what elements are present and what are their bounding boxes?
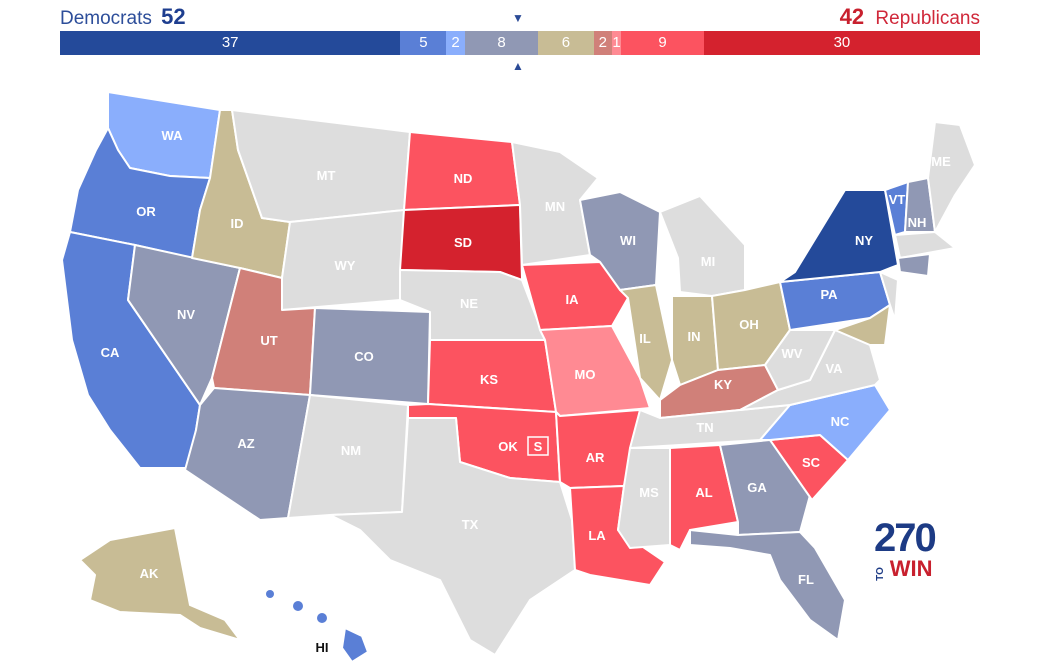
label-KS: KS xyxy=(480,372,498,387)
label-AR: AR xyxy=(586,450,605,465)
label-NE: NE xyxy=(460,296,478,311)
hawaii-island-2 xyxy=(293,601,303,611)
logo-number: 270 xyxy=(874,516,937,560)
label-VA: VA xyxy=(825,361,843,376)
bar-segment-safe-rep: 30 xyxy=(703,31,980,55)
state-WV[interactable] xyxy=(764,329,836,391)
republicans-header: 42 Republicans xyxy=(840,4,980,30)
state-MA[interactable] xyxy=(894,231,956,259)
label-MT: MT xyxy=(317,168,336,183)
majority-marker-top-icon: ▼ xyxy=(512,11,524,25)
label-TN: TN xyxy=(696,420,713,435)
majority-marker-bottom-icon: ▲ xyxy=(512,59,524,73)
bar-segment-tilt-rep: 2 xyxy=(593,31,612,55)
label-AZ: AZ xyxy=(237,436,254,451)
state-NJ[interactable] xyxy=(879,271,899,321)
hawaii-island-3 xyxy=(317,613,327,623)
bar-segment-leans-rep: 1 xyxy=(611,31,622,55)
label-SD: SD xyxy=(454,235,472,250)
state-ME[interactable] xyxy=(927,121,976,233)
label-NH: NH xyxy=(908,215,927,230)
seat-balance-bar: 37 5 2 8 6 2 1 9 30 xyxy=(60,31,980,55)
democrats-label: Democrats xyxy=(60,8,152,29)
label-NV: NV xyxy=(177,307,195,322)
label-ND: ND xyxy=(454,171,473,186)
label-IN: IN xyxy=(688,329,701,344)
state-WY[interactable] xyxy=(281,209,405,311)
label-WY: WY xyxy=(335,258,356,273)
label-MS: MS xyxy=(639,485,659,500)
democrats-header: Democrats 52 xyxy=(60,4,186,30)
state-FL[interactable] xyxy=(689,529,846,641)
hawaii-island-1 xyxy=(266,590,274,598)
bar-segment-safe-dem: 37 xyxy=(60,31,401,55)
state-MD[interactable] xyxy=(834,304,891,346)
label-IA: IA xyxy=(566,292,580,307)
state-HI[interactable] xyxy=(341,627,369,663)
label-OR: OR xyxy=(136,204,156,219)
state-MI[interactable] xyxy=(659,195,746,297)
label-WI: WI xyxy=(620,233,636,248)
logo-win-row: TO WIN xyxy=(874,558,944,585)
republicans-total: 42 xyxy=(839,4,865,29)
label-PA: PA xyxy=(820,287,838,302)
label-NC: NC xyxy=(831,414,850,429)
label-MN: MN xyxy=(545,199,565,214)
label-TX: TX xyxy=(462,517,479,532)
label-MI: MI xyxy=(701,254,715,269)
label-SC: SC xyxy=(802,455,821,470)
label-ID: ID xyxy=(231,216,244,231)
special-election-label: S xyxy=(534,439,543,454)
logo-to: TO xyxy=(874,567,886,581)
label-WA: WA xyxy=(162,128,184,143)
label-MO: MO xyxy=(575,367,596,382)
bar-segment-likely-dem: 5 xyxy=(400,31,447,55)
label-WV: WV xyxy=(782,346,803,361)
label-FL: FL xyxy=(798,572,814,587)
label-NY: NY xyxy=(855,233,873,248)
270towin-logo: 270 TO WIN xyxy=(874,518,944,585)
state-TX[interactable] xyxy=(329,417,576,656)
bar-segment-tilt-grey: 6 xyxy=(538,31,594,55)
state-MT[interactable] xyxy=(231,109,411,223)
label-OH: OH xyxy=(739,317,759,332)
label-NM: NM xyxy=(341,443,361,458)
logo-win: WIN xyxy=(889,556,933,581)
label-KY: KY xyxy=(714,377,732,392)
label-VT: VT xyxy=(889,192,906,207)
state-AK[interactable] xyxy=(79,527,241,641)
state-IA[interactable] xyxy=(521,261,629,331)
label-AL: AL xyxy=(695,485,712,500)
special-election-marker xyxy=(527,436,549,456)
label-IL: IL xyxy=(639,331,651,346)
bar-segment-tossup: 8 xyxy=(464,31,539,55)
label-ME: ME xyxy=(931,154,951,169)
label-CO: CO xyxy=(354,349,374,364)
democrats-total: 52 xyxy=(161,4,186,29)
label-CA: CA xyxy=(101,345,120,360)
label-HI: HI xyxy=(316,640,329,655)
bar-segment-likely-rep: 9 xyxy=(621,31,704,55)
label-OK: OK xyxy=(498,439,518,454)
label-LA: LA xyxy=(588,528,606,543)
state-NY[interactable] xyxy=(779,189,899,283)
bar-segment-leans-dem: 2 xyxy=(446,31,465,55)
label-UT: UT xyxy=(260,333,277,348)
republicans-label: Republicans xyxy=(875,8,980,29)
state-CT[interactable] xyxy=(897,253,931,277)
label-AK: AK xyxy=(140,566,159,581)
label-GA: GA xyxy=(747,480,767,495)
